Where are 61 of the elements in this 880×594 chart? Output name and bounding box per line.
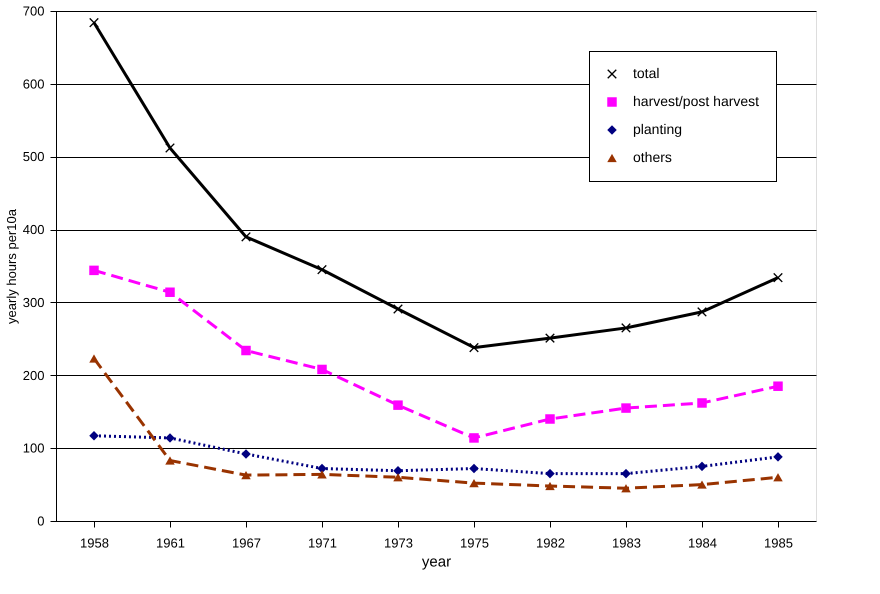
point [621, 468, 631, 478]
point [165, 456, 175, 465]
x-tick-label: 1985 [764, 536, 793, 550]
point [545, 468, 555, 478]
point [773, 381, 783, 391]
y-tick-label: 300 [22, 294, 44, 310]
y-tick-label: 100 [22, 440, 44, 456]
y-tick-label: 500 [22, 149, 44, 164]
point [697, 307, 707, 317]
legend-label: total [633, 65, 660, 81]
point [165, 287, 175, 297]
x-tick-label: 1973 [384, 536, 413, 550]
x-tick-label: 1961 [156, 536, 185, 550]
point [393, 400, 403, 410]
x-axis-title: year [422, 554, 452, 570]
x-tick-label: 1971 [308, 536, 337, 550]
x-tick-label: 1967 [232, 536, 261, 550]
y-tick-label: 600 [22, 76, 44, 92]
point [241, 449, 251, 459]
point [317, 470, 327, 478]
point [773, 272, 783, 282]
point [469, 464, 479, 474]
x-tick-label: 1983 [612, 536, 641, 550]
point [469, 342, 479, 352]
x-tick-label: 1975 [460, 536, 489, 550]
y-tick-label: 700 [22, 4, 44, 18]
point [621, 484, 631, 492]
point [89, 431, 99, 440]
legend-label: others [633, 149, 672, 165]
x-tick-label: 1982 [536, 536, 565, 550]
y-tick-label: 200 [22, 368, 44, 383]
point [621, 323, 631, 333]
y-tick-label: 400 [22, 222, 44, 238]
point [89, 18, 99, 28]
point [697, 462, 707, 472]
point [697, 480, 707, 489]
x-tick-label: 1958 [80, 536, 109, 550]
point [469, 433, 479, 443]
point [89, 266, 99, 276]
point [317, 364, 327, 374]
point [241, 470, 251, 480]
legend-label: harvest/post harvest [633, 93, 760, 109]
point [393, 473, 403, 482]
point [697, 398, 707, 408]
point [469, 479, 479, 488]
point [773, 452, 783, 462]
point [89, 354, 99, 363]
point [621, 403, 631, 413]
legend-label: planting [633, 121, 682, 137]
point [165, 433, 175, 443]
point [241, 232, 251, 242]
y-tick-label: 0 [37, 514, 44, 528]
point [317, 264, 327, 274]
point [545, 333, 555, 343]
point [773, 473, 783, 482]
point [545, 414, 555, 424]
x-tick-label: 1984 [688, 536, 717, 550]
point [241, 346, 251, 356]
y-axis-title: yearly hours per10a [4, 208, 19, 324]
point [545, 482, 555, 490]
point [393, 466, 403, 476]
